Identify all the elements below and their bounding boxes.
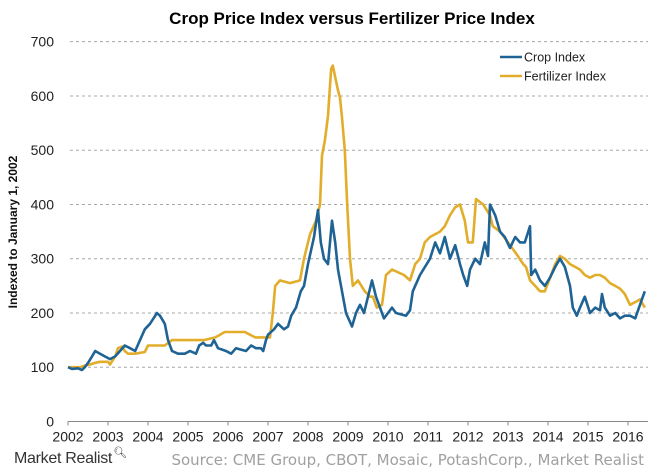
x-tick-label: 2016	[612, 429, 643, 445]
x-axis: 2002 2003 2004 2005 2006 2007 2008 2009 2010 2011…	[52, 421, 648, 445]
x-tick-label: 2004	[132, 429, 163, 445]
x-tick-label: 2010	[372, 429, 403, 445]
y-tick-label: 100	[31, 359, 55, 375]
magnifier-icon: 🔍︎	[113, 447, 127, 459]
legend-item: Fertilizer Index	[500, 70, 607, 84]
y-tick-label: 600	[31, 88, 55, 104]
y-tick-label: 400	[31, 196, 55, 212]
y-tick-label: 300	[31, 251, 55, 267]
series-line-fertilizer-index	[68, 64, 646, 369]
x-tick-label: 2013	[492, 429, 523, 445]
x-tick-label: 2005	[172, 429, 203, 445]
x-tick-label: 2006	[212, 429, 243, 445]
legend-label: Crop Index	[524, 51, 586, 65]
legend-item: Crop Index	[500, 51, 586, 65]
chart-title: Crop Price Index versus Fertilizer Price…	[169, 9, 535, 28]
brand-name: Market Realist	[14, 450, 113, 467]
brand-logo: Market Realist🔍︎	[14, 447, 127, 468]
x-tick-label: 2012	[452, 429, 483, 445]
x-tick-label: 2002	[52, 429, 83, 445]
y-tick-labels: 0 100 200 300 400 500 600 700	[31, 34, 55, 430]
y-tick-label: 500	[31, 142, 55, 158]
x-tick-label: 2003	[92, 429, 123, 445]
x-tick-label: 2014	[532, 429, 563, 445]
series-line-crop-index	[67, 203, 647, 372]
y-tick-label: 700	[31, 34, 55, 50]
x-tick-label: 2007	[252, 429, 283, 445]
x-tick-label: 2015	[572, 429, 603, 445]
x-tick-label: 2011	[413, 429, 443, 445]
x-tick-label: 2009	[332, 429, 363, 445]
series-lines	[67, 64, 647, 372]
gridlines	[70, 41, 648, 368]
y-axis-label: Indexed to January 1, 2002	[6, 155, 20, 308]
legend-label: Fertilizer Index	[524, 70, 607, 84]
source-note: Source: CME Group, CBOT, Mosaic, PotashC…	[171, 451, 644, 469]
y-tick-label: 0	[46, 414, 54, 430]
legend: Crop Index Fertilizer Index	[500, 51, 607, 84]
x-tick-label: 2008	[292, 429, 323, 445]
y-tick-label: 200	[31, 305, 55, 321]
